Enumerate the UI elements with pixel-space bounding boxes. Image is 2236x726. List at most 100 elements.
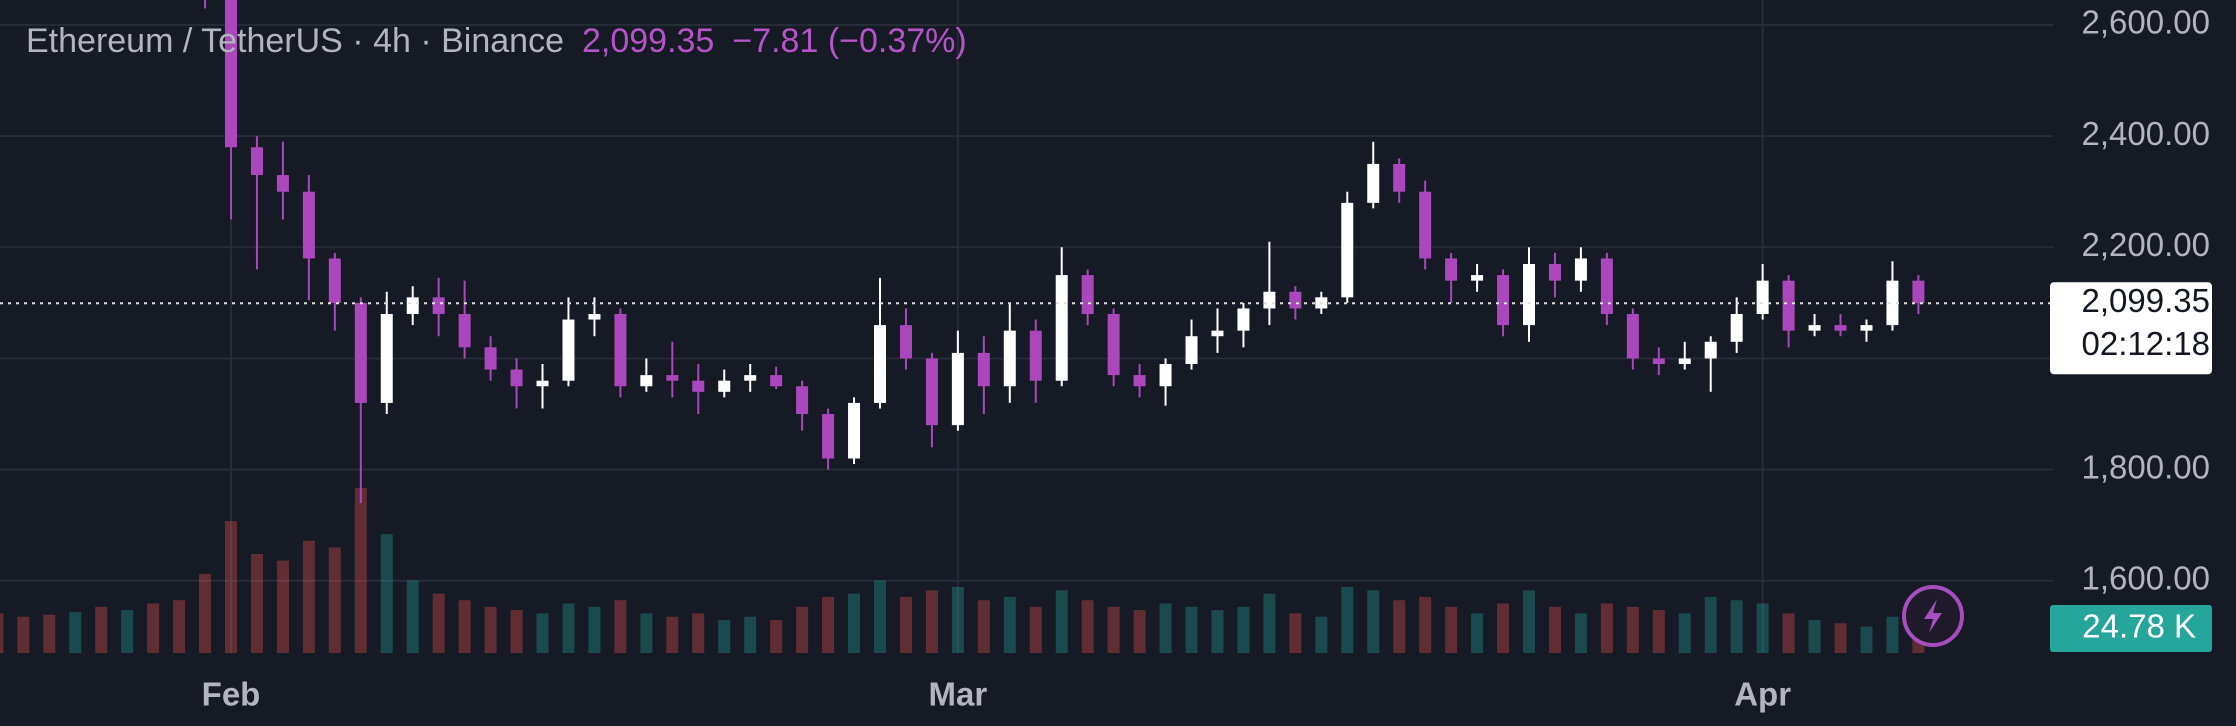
volume-bar <box>874 580 886 653</box>
volume-bar <box>69 612 82 653</box>
x-tick-label: Mar <box>929 676 988 713</box>
y-tick-label: 1,800.00 <box>2082 448 2210 485</box>
y-tick-label: 2,400.00 <box>2082 115 2210 152</box>
candle-body <box>302 191 315 259</box>
volume-badge-value: 24.78 K <box>2082 608 2196 645</box>
volume-bar <box>432 593 445 653</box>
candle-body <box>1419 191 1432 259</box>
volume-bar <box>95 606 108 653</box>
candle-body <box>1860 325 1873 331</box>
candle-body <box>692 380 705 392</box>
candle-body <box>1003 330 1016 387</box>
candle-body <box>354 302 367 403</box>
volume-bar <box>1237 606 1250 653</box>
candle-body <box>796 386 809 415</box>
candle-body <box>536 380 549 387</box>
overlay: 1,600.001,800.002,000.002,200.002,400.00… <box>0 4 2212 713</box>
volume-bar <box>1860 626 1873 653</box>
candle-body <box>1289 291 1302 309</box>
candle-body <box>1471 275 1484 281</box>
volume-bar <box>43 614 56 653</box>
volume-bar <box>380 534 393 653</box>
volume-bar <box>1081 600 1094 653</box>
candle-body <box>925 358 938 426</box>
candle-body <box>822 414 835 459</box>
candle-body <box>1055 275 1068 381</box>
volume-bar <box>1678 613 1691 653</box>
volume-bar <box>1600 603 1613 653</box>
candle-body <box>588 313 601 320</box>
candle-body <box>1445 258 1458 281</box>
symbol-title: Ethereum / TetherUS · 4h · Binance <box>26 22 564 60</box>
volume-bar <box>0 613 4 653</box>
volume-bar <box>1548 606 1561 653</box>
volume-bar <box>1652 610 1665 653</box>
volume-bar <box>1471 613 1484 653</box>
volume-bar <box>1107 606 1120 653</box>
candle-body <box>1912 280 1925 304</box>
volume-bar <box>925 590 938 653</box>
candle-body <box>432 297 445 314</box>
volume-bar <box>1574 613 1587 653</box>
candle-body <box>1808 325 1821 331</box>
header: Ethereum / TetherUS · 4h · Binance 2,099.… <box>26 22 967 60</box>
candle-body <box>484 347 497 370</box>
candle-body <box>1600 258 1613 314</box>
candle-body <box>1029 330 1042 381</box>
candle-body <box>380 313 393 403</box>
candle-body <box>1548 263 1561 281</box>
candle-body <box>951 352 964 426</box>
candle-body <box>1367 163 1380 203</box>
volume-bar <box>510 610 523 653</box>
candle-body <box>1678 358 1691 365</box>
candle-body <box>1393 163 1406 192</box>
volume-bar <box>173 600 186 653</box>
candle-body <box>848 402 861 459</box>
candle-body <box>640 375 653 387</box>
volume-badge <box>2050 605 2212 652</box>
volume-bar <box>1159 603 1172 653</box>
candle-body <box>510 369 523 387</box>
candle-body <box>614 313 627 387</box>
volume-bar <box>225 521 237 653</box>
volume-bar <box>796 606 809 653</box>
volume-bar <box>666 616 679 653</box>
volume-bar <box>1808 620 1821 653</box>
volume-bar <box>1626 606 1639 653</box>
candle-body <box>1652 358 1665 365</box>
volume-bar <box>1756 603 1769 653</box>
volume-bar <box>822 596 835 653</box>
candle-body <box>1263 291 1276 309</box>
header-price: 2,099.35 <box>582 22 714 60</box>
volume-bar <box>328 547 341 653</box>
candle-body <box>1497 275 1510 326</box>
volume-bar <box>640 613 653 653</box>
candle-body <box>1133 375 1146 387</box>
candle-body <box>1107 313 1120 376</box>
volume-bar <box>977 600 990 653</box>
volume-bar <box>276 560 289 653</box>
countdown: 02:12:18 <box>2082 325 2210 362</box>
volume-bar <box>1419 596 1432 653</box>
volume-bar <box>406 580 419 653</box>
volume-bar <box>1211 610 1224 653</box>
volume-bar <box>1730 600 1743 653</box>
candle-body <box>406 297 419 314</box>
volume-bar <box>1029 606 1042 653</box>
candle-body <box>225 0 237 148</box>
volume-bar <box>1704 596 1717 653</box>
lightning-icon <box>1924 599 1942 633</box>
grid <box>0 0 2053 653</box>
lightning-button[interactable] <box>1902 585 1964 647</box>
candle-body <box>1185 336 1198 365</box>
volume-bar <box>250 554 263 653</box>
candle-body <box>1341 202 1354 298</box>
candle-body <box>666 375 679 381</box>
volume-bar <box>484 606 497 653</box>
candle-body <box>1704 341 1717 359</box>
volume-bar <box>1055 590 1068 653</box>
volume-bar <box>1834 623 1847 653</box>
volume-bar <box>354 488 367 653</box>
volume-bar <box>718 620 731 653</box>
